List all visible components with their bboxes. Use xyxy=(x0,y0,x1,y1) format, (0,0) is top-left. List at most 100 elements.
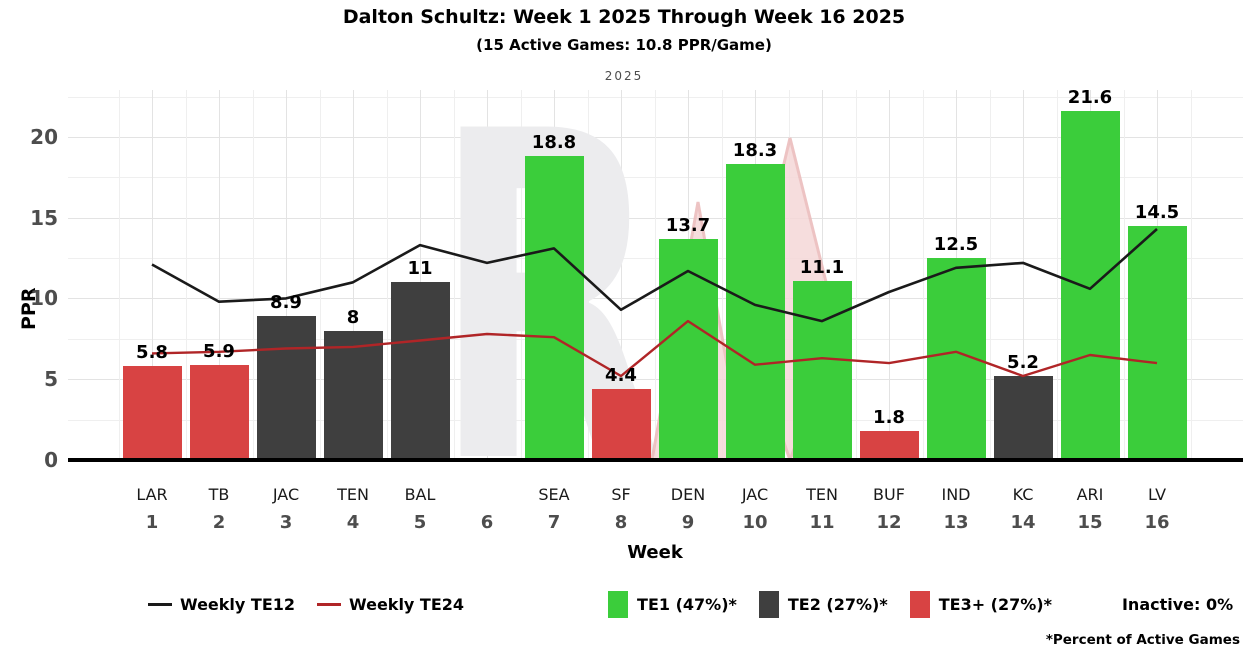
week-8-bar xyxy=(591,388,651,460)
legend-label: TE1 (47%)* xyxy=(637,595,737,614)
week-1-bar xyxy=(122,366,182,460)
week-11-value-label: 11.1 xyxy=(799,256,845,278)
week-9-value-label: 13.7 xyxy=(665,214,711,236)
week-13-value-label: 12.5 xyxy=(933,234,979,256)
week-9-bar xyxy=(658,238,718,460)
gridline xyxy=(922,90,924,460)
week-3-bar xyxy=(256,316,316,460)
gridline xyxy=(889,90,890,460)
week-12-bar xyxy=(859,430,919,460)
week-7-bar xyxy=(524,156,584,460)
gridline xyxy=(219,90,220,460)
y-tick-5: 5 xyxy=(44,367,58,392)
week-number-13: 13 xyxy=(943,512,969,533)
gridline xyxy=(353,90,354,460)
gridline xyxy=(319,90,321,460)
x-axis-baseline xyxy=(68,458,1243,462)
week-number-2: 2 xyxy=(212,512,226,533)
facet-year-label: 2025 xyxy=(604,69,644,83)
gridline xyxy=(68,96,1243,98)
legend-label: Weekly TE12 xyxy=(180,595,296,614)
legend-label: Weekly TE24 xyxy=(349,595,465,614)
gridline xyxy=(68,136,1243,138)
week-14-bar xyxy=(993,376,1053,460)
gridline xyxy=(621,90,622,460)
gridline xyxy=(487,90,488,460)
week-number-3: 3 xyxy=(279,512,293,533)
legend: Weekly TE12 Weekly TE24 TE1 (47%)* TE2 (… xyxy=(148,591,1233,618)
y-tick-0: 0 xyxy=(44,448,58,472)
opponent-label-week-11: TEN xyxy=(806,485,838,504)
legend-item-weekly-te24: Weekly TE24 xyxy=(317,595,464,614)
week-number-4: 4 xyxy=(346,512,360,533)
opponent-label-week-16: LV xyxy=(1147,485,1167,504)
week-2-bar xyxy=(189,364,249,460)
week-7-value-label: 18.8 xyxy=(531,132,577,154)
week-number-9: 9 xyxy=(681,512,695,533)
opponent-label-week-9: DEN xyxy=(670,485,706,504)
opponent-label-week-2: TB xyxy=(208,485,230,504)
legend-label: TE3+ (27%)* xyxy=(938,595,1052,614)
legend-item-te3: TE3+ (27%)* xyxy=(909,591,1052,618)
gridline xyxy=(989,90,991,460)
legend-item-te1: TE1 (47%)* xyxy=(608,591,737,618)
week-15-value-label: 21.6 xyxy=(1067,90,1113,109)
week-8-value-label: 4.4 xyxy=(605,364,637,386)
week-number-15: 15 xyxy=(1077,512,1103,533)
y-tick-20: 20 xyxy=(30,124,58,149)
opponent-label-week-12: BUF xyxy=(873,485,905,504)
te12-line-swatch xyxy=(148,603,172,606)
week-number-8: 8 xyxy=(614,512,628,533)
gridline xyxy=(118,90,120,460)
week-1-value-label: 5.8 xyxy=(136,342,168,364)
week-number-16: 16 xyxy=(1144,512,1170,533)
week-12-value-label: 1.8 xyxy=(873,406,905,428)
week-14-value-label: 5.2 xyxy=(1007,352,1039,373)
week-number-10: 10 xyxy=(742,512,768,533)
opponent-label-week-3: JAC xyxy=(272,485,300,504)
gridline xyxy=(520,90,522,460)
benchmark-lines xyxy=(151,228,1158,378)
gridline xyxy=(587,90,589,460)
gridline xyxy=(420,90,421,460)
gridline xyxy=(855,90,857,460)
inactive-percentage-label: Inactive: 0% xyxy=(1121,595,1234,614)
opponent-label-week-7: SEA xyxy=(538,485,570,504)
te3-box-swatch xyxy=(909,591,930,618)
opponent-label-week-4: TEN xyxy=(337,485,369,504)
week-number-12: 12 xyxy=(876,512,902,533)
gridline xyxy=(453,90,455,460)
week-number-6: 6 xyxy=(480,512,494,533)
week-number-14: 14 xyxy=(1010,512,1036,533)
legend-label: TE2 (27%)* xyxy=(787,595,888,614)
opponent-label-week-13: IND xyxy=(941,485,971,504)
legend-item-te2: TE2 (27%)* xyxy=(758,591,888,618)
gridline xyxy=(1123,90,1125,460)
legend-item-weekly-te12: Weekly TE12 xyxy=(148,595,295,614)
footnote: *Percent of Active Games xyxy=(1045,632,1240,648)
week-15-bar xyxy=(1060,111,1120,460)
week-3-value-label: 8.9 xyxy=(270,292,302,314)
gridline xyxy=(1190,90,1192,460)
opponent-label-week-14: KC xyxy=(1012,485,1034,504)
week-4-value-label: 8 xyxy=(346,306,360,328)
week-5-bar xyxy=(390,282,450,460)
te24-line-swatch xyxy=(317,603,342,606)
gridline xyxy=(386,90,388,460)
gridline xyxy=(1023,90,1024,460)
week-10-value-label: 18.3 xyxy=(732,140,778,162)
gridline xyxy=(286,90,287,460)
week-10-bar xyxy=(725,164,785,460)
te1-box-swatch xyxy=(608,591,629,618)
opponent-label-week-5: BAL xyxy=(404,485,436,504)
gridline xyxy=(68,177,1243,179)
chart-subtitle: (15 Active Games: 10.8 PPR/Game) xyxy=(476,36,772,54)
plot-panel: R 5.85.98.981118.84.413.718.311.11.812.5… xyxy=(68,90,1243,460)
opponent-label-week-1: LAR xyxy=(136,485,168,504)
gridline xyxy=(152,90,153,460)
week-4-bar xyxy=(323,330,383,460)
te2-box-swatch xyxy=(758,591,779,618)
week-11-bar xyxy=(792,280,852,460)
gridline xyxy=(252,90,254,460)
